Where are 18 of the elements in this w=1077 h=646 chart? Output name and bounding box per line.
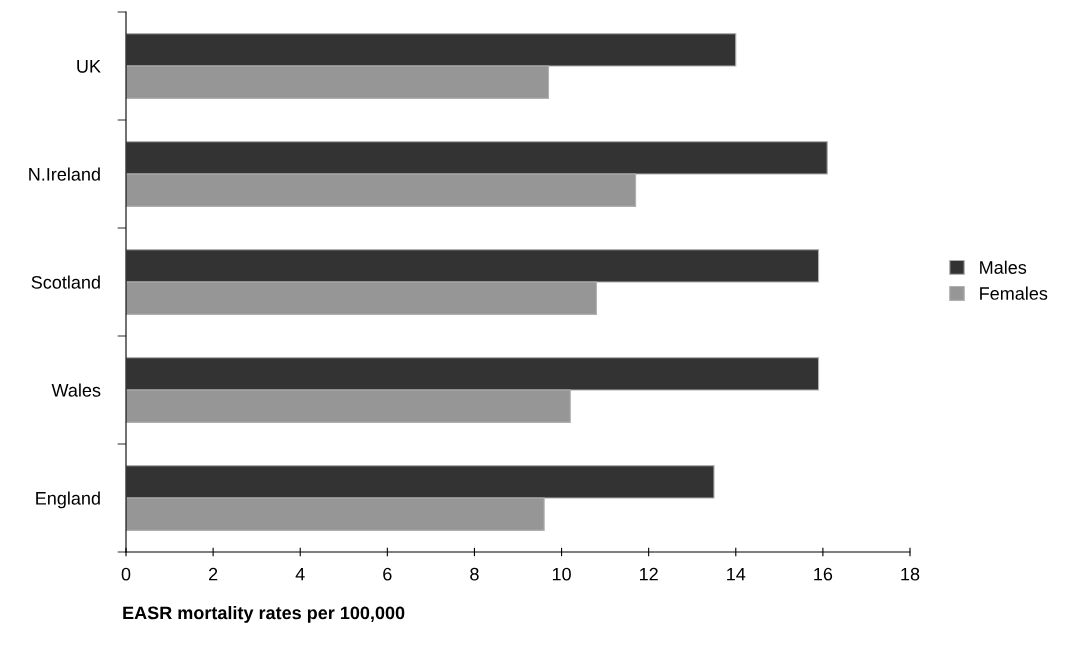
x-tick-label: 8	[470, 567, 479, 581]
x-tick-label: 16	[814, 567, 833, 581]
x-tick-label: 14	[727, 567, 746, 581]
y-tick-label: Scotland	[31, 275, 100, 289]
x-tick-label: 18	[901, 567, 920, 581]
y-tick-label: Wales	[51, 383, 101, 397]
x-tick-label: 10	[552, 567, 571, 581]
legend-label: Males	[980, 260, 1027, 274]
x-tick-label: 2	[209, 567, 218, 581]
x-tick-label: 6	[383, 567, 392, 581]
x-axis-title: EASR mortality rates per 100,000	[123, 606, 405, 623]
y-tick-label: England	[36, 491, 100, 509]
x-tick-label: 0	[121, 567, 131, 581]
y-tick-label: N.Ireland	[29, 167, 100, 181]
legend-label: Females	[980, 286, 1048, 300]
x-tick-label: 4	[295, 567, 305, 581]
x-tick-label: 12	[640, 567, 658, 581]
y-tick-label: UK	[77, 60, 101, 73]
